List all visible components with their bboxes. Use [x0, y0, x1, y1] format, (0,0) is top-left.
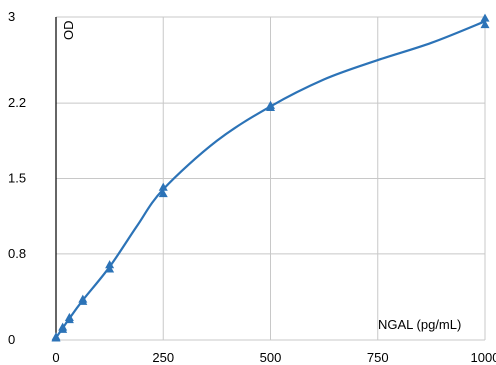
data-point	[51, 332, 61, 341]
data-point	[105, 264, 115, 273]
x-tick-label: 500	[260, 350, 282, 365]
data-point	[266, 100, 275, 109]
data-point	[64, 312, 74, 321]
data-point	[480, 20, 490, 29]
x-tick-label: 750	[367, 350, 389, 365]
tick-labels: 0 0.8 1.5 2.2 3 0 250 500 750 1000	[8, 9, 496, 365]
data-point	[158, 182, 168, 191]
x-tick-label: 250	[152, 350, 174, 365]
y-axis-label: OD	[61, 21, 76, 41]
x-tick-label: 0	[52, 350, 59, 365]
x-tick-label: 1000	[471, 350, 496, 365]
y-tick-label: 0	[8, 332, 15, 347]
data-points	[51, 13, 490, 342]
data-point	[158, 189, 168, 198]
y-tick-label: 3	[8, 9, 15, 24]
data-point	[58, 322, 68, 331]
data-point	[78, 294, 88, 303]
y-tick-label: 2.2	[8, 95, 26, 110]
data-point	[105, 260, 115, 269]
y-tick-label: 0.8	[8, 246, 26, 261]
y-tick-label: 1.5	[8, 171, 26, 186]
data-point	[480, 13, 490, 22]
grid	[56, 16, 486, 341]
x-axis-label: NGAL (pg/mL)	[378, 317, 461, 332]
